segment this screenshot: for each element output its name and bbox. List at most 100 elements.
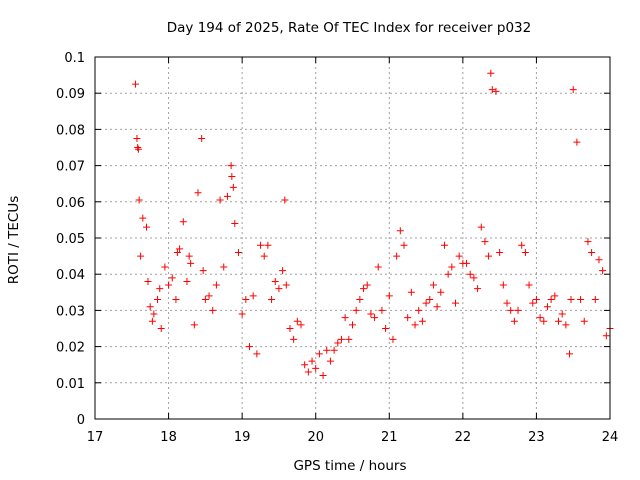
data-point (257, 241, 265, 249)
data-point (540, 317, 548, 325)
data-point (330, 346, 338, 354)
data-point (334, 339, 342, 347)
data-point (161, 263, 169, 271)
data-point (234, 248, 242, 256)
data-point (179, 218, 187, 226)
data-point (223, 192, 231, 200)
data-point (577, 296, 585, 304)
data-point (201, 296, 209, 304)
data-point (452, 299, 459, 307)
y-tick-label: 0.01 (56, 377, 85, 392)
data-point (440, 241, 448, 249)
data-point (374, 263, 382, 271)
data-point (249, 292, 257, 300)
data-point (345, 335, 353, 343)
y-tick-label: 0.04 (56, 268, 85, 283)
data-point (418, 317, 426, 325)
x-axis-label: GPS time / hours (293, 458, 406, 474)
y-tick-label: 0.06 (56, 196, 85, 211)
data-point (146, 303, 154, 311)
data-point (566, 350, 574, 358)
data-point (551, 292, 559, 300)
data-point (507, 306, 515, 314)
data-point (183, 277, 191, 285)
y-tick-label: 0.1 (64, 51, 85, 66)
data-point (356, 296, 364, 304)
y-axis-label: ROTI / TECUs (6, 196, 22, 284)
data-point (139, 214, 147, 222)
data-point (591, 296, 599, 304)
data-point (529, 299, 537, 307)
data-point (264, 241, 272, 249)
data-point (209, 306, 217, 314)
data-point (134, 145, 142, 153)
data-point (134, 144, 142, 151)
data-point (220, 263, 228, 271)
data-point (521, 248, 529, 256)
data-point (246, 343, 253, 351)
plot-frame (94, 56, 611, 420)
data-point (227, 162, 235, 170)
data-point (474, 285, 482, 293)
y-tick-label: 0.07 (56, 160, 85, 175)
data-point (199, 267, 207, 275)
data-point (514, 306, 522, 314)
data-point (238, 310, 246, 318)
data-point (172, 296, 180, 304)
data-point (131, 80, 139, 88)
data-point (229, 183, 237, 191)
data-point (411, 321, 419, 329)
y-tick-label: 0.08 (56, 123, 85, 138)
data-point (429, 281, 437, 289)
data-point (323, 346, 331, 354)
y-tick-label: 0 (77, 413, 85, 428)
data-point (569, 86, 577, 94)
data-point (157, 325, 165, 332)
data-point (503, 299, 511, 307)
x-tick-label: 17 (87, 430, 104, 445)
data-point (315, 350, 323, 358)
data-point (536, 314, 544, 322)
x-tick-label: 24 (602, 430, 619, 445)
axis-ticks (94, 56, 611, 420)
data-point (588, 248, 596, 256)
data-point (173, 248, 181, 256)
data-point (525, 281, 533, 289)
data-point (492, 87, 500, 95)
data-point (455, 252, 463, 260)
data-point (393, 252, 401, 260)
data-point (231, 220, 239, 228)
data-point (385, 292, 393, 300)
data-point (312, 364, 320, 372)
data-point (133, 134, 141, 142)
data-point (477, 223, 485, 231)
x-tick-label: 22 (455, 430, 472, 445)
data-point (228, 172, 236, 180)
x-tick-label: 20 (307, 430, 324, 445)
data-point (496, 248, 504, 256)
data-point (499, 281, 507, 289)
data-point (367, 310, 375, 318)
data-point (319, 372, 327, 380)
data-point (143, 223, 150, 231)
data-point (485, 252, 493, 260)
data-point (584, 238, 592, 246)
data-point (242, 296, 250, 304)
data-point (352, 306, 360, 314)
data-point (382, 325, 390, 332)
grid-layer (95, 57, 610, 419)
x-tick-label: 23 (528, 430, 545, 445)
data-point (363, 281, 371, 289)
data-point (481, 238, 489, 246)
x-tick-label: 18 (160, 430, 177, 445)
x-tick-label: 19 (234, 430, 251, 445)
data-point (205, 292, 213, 300)
data-point (349, 321, 356, 329)
data-point (595, 256, 603, 264)
data-point (407, 288, 415, 296)
data-point (337, 335, 345, 343)
data-point (275, 285, 283, 293)
data-point (470, 274, 478, 282)
y-tick-labels: 0 0.01 0.02 0.03 0.04 0.05 0.06 0.07 0.08 0.09 0.1 (56, 51, 85, 428)
